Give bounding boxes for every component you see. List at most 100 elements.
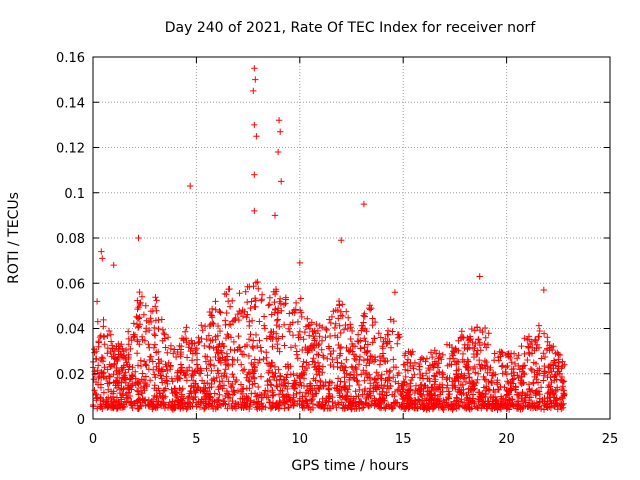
data-point bbox=[204, 372, 211, 379]
data-point bbox=[322, 334, 329, 341]
data-point bbox=[398, 391, 405, 399]
data-point bbox=[212, 333, 219, 340]
data-point bbox=[516, 366, 523, 373]
data-point bbox=[460, 386, 467, 393]
data-point bbox=[346, 348, 353, 355]
data-point bbox=[103, 396, 110, 403]
data-point bbox=[275, 391, 283, 398]
data-point bbox=[172, 392, 180, 400]
data-point bbox=[433, 350, 440, 357]
data-point bbox=[183, 324, 190, 331]
data-point bbox=[519, 379, 527, 386]
data-point bbox=[216, 327, 224, 335]
data-point bbox=[252, 297, 259, 304]
data-point bbox=[555, 356, 562, 363]
data-point bbox=[372, 356, 379, 363]
data-point bbox=[247, 397, 254, 404]
data-point bbox=[300, 336, 307, 343]
data-point bbox=[250, 375, 258, 382]
data-point bbox=[281, 342, 288, 349]
data-point bbox=[106, 373, 114, 381]
data-point bbox=[313, 371, 320, 378]
data-point bbox=[360, 367, 367, 374]
data-point bbox=[526, 350, 533, 358]
data-point bbox=[559, 358, 566, 365]
data-point bbox=[251, 65, 258, 72]
data-point bbox=[359, 325, 367, 332]
data-point bbox=[319, 352, 327, 359]
data-point bbox=[532, 337, 539, 344]
data-point bbox=[421, 402, 428, 409]
data-point bbox=[251, 364, 258, 371]
data-point bbox=[187, 182, 194, 190]
data-point bbox=[252, 279, 260, 286]
data-point bbox=[246, 318, 253, 325]
data-point bbox=[120, 348, 127, 355]
data-point bbox=[142, 328, 150, 335]
data-point bbox=[251, 207, 258, 215]
data-point bbox=[93, 355, 100, 362]
data-point bbox=[251, 303, 258, 310]
data-point bbox=[410, 365, 417, 372]
data-point bbox=[455, 378, 462, 385]
data-point bbox=[162, 393, 169, 400]
data-point bbox=[415, 386, 422, 393]
data-point bbox=[238, 361, 245, 368]
data-point bbox=[352, 399, 359, 406]
data-point bbox=[440, 406, 447, 413]
data-point bbox=[126, 376, 133, 383]
data-point bbox=[142, 373, 150, 380]
data-point bbox=[375, 402, 382, 409]
data-point bbox=[201, 393, 209, 401]
data-point bbox=[459, 374, 467, 381]
data-point bbox=[252, 76, 259, 83]
data-point bbox=[127, 375, 134, 382]
data-point bbox=[271, 212, 279, 219]
data-point bbox=[276, 376, 283, 383]
data-point bbox=[533, 375, 540, 383]
data-point bbox=[522, 392, 530, 399]
data-point bbox=[268, 382, 275, 389]
data-point bbox=[316, 366, 323, 373]
data-point bbox=[234, 356, 241, 364]
data-point bbox=[208, 376, 216, 384]
data-point bbox=[94, 367, 101, 374]
data-point bbox=[492, 397, 500, 404]
data-point bbox=[336, 322, 343, 329]
data-point bbox=[303, 364, 311, 372]
data-point bbox=[292, 299, 300, 307]
data-point bbox=[454, 388, 462, 395]
data-point bbox=[475, 335, 482, 343]
data-point bbox=[94, 318, 101, 325]
data-point bbox=[327, 319, 334, 327]
data-point bbox=[280, 321, 288, 328]
data-point bbox=[146, 344, 153, 351]
data-point bbox=[540, 350, 547, 357]
data-point bbox=[207, 321, 214, 328]
data-point bbox=[212, 353, 219, 361]
data-point bbox=[472, 369, 479, 376]
data-point bbox=[516, 392, 523, 399]
data-point bbox=[160, 399, 167, 407]
data-point bbox=[177, 361, 185, 368]
data-point bbox=[469, 365, 477, 372]
data-point bbox=[277, 300, 284, 307]
data-point bbox=[108, 353, 115, 360]
data-point bbox=[527, 365, 535, 373]
data-point bbox=[436, 391, 444, 398]
data-point bbox=[310, 355, 317, 362]
data-point bbox=[358, 371, 365, 378]
data-point bbox=[502, 364, 510, 371]
x-tick-label: 25 bbox=[602, 432, 619, 447]
data-point bbox=[507, 385, 514, 392]
data-point bbox=[541, 368, 548, 375]
data-point bbox=[402, 366, 409, 373]
data-point bbox=[227, 346, 234, 353]
data-point bbox=[391, 289, 399, 296]
data-point bbox=[126, 392, 134, 400]
data-point bbox=[239, 306, 246, 314]
data-point bbox=[301, 328, 309, 336]
data-point bbox=[267, 381, 274, 388]
data-point bbox=[109, 402, 117, 410]
data-point bbox=[348, 363, 355, 370]
